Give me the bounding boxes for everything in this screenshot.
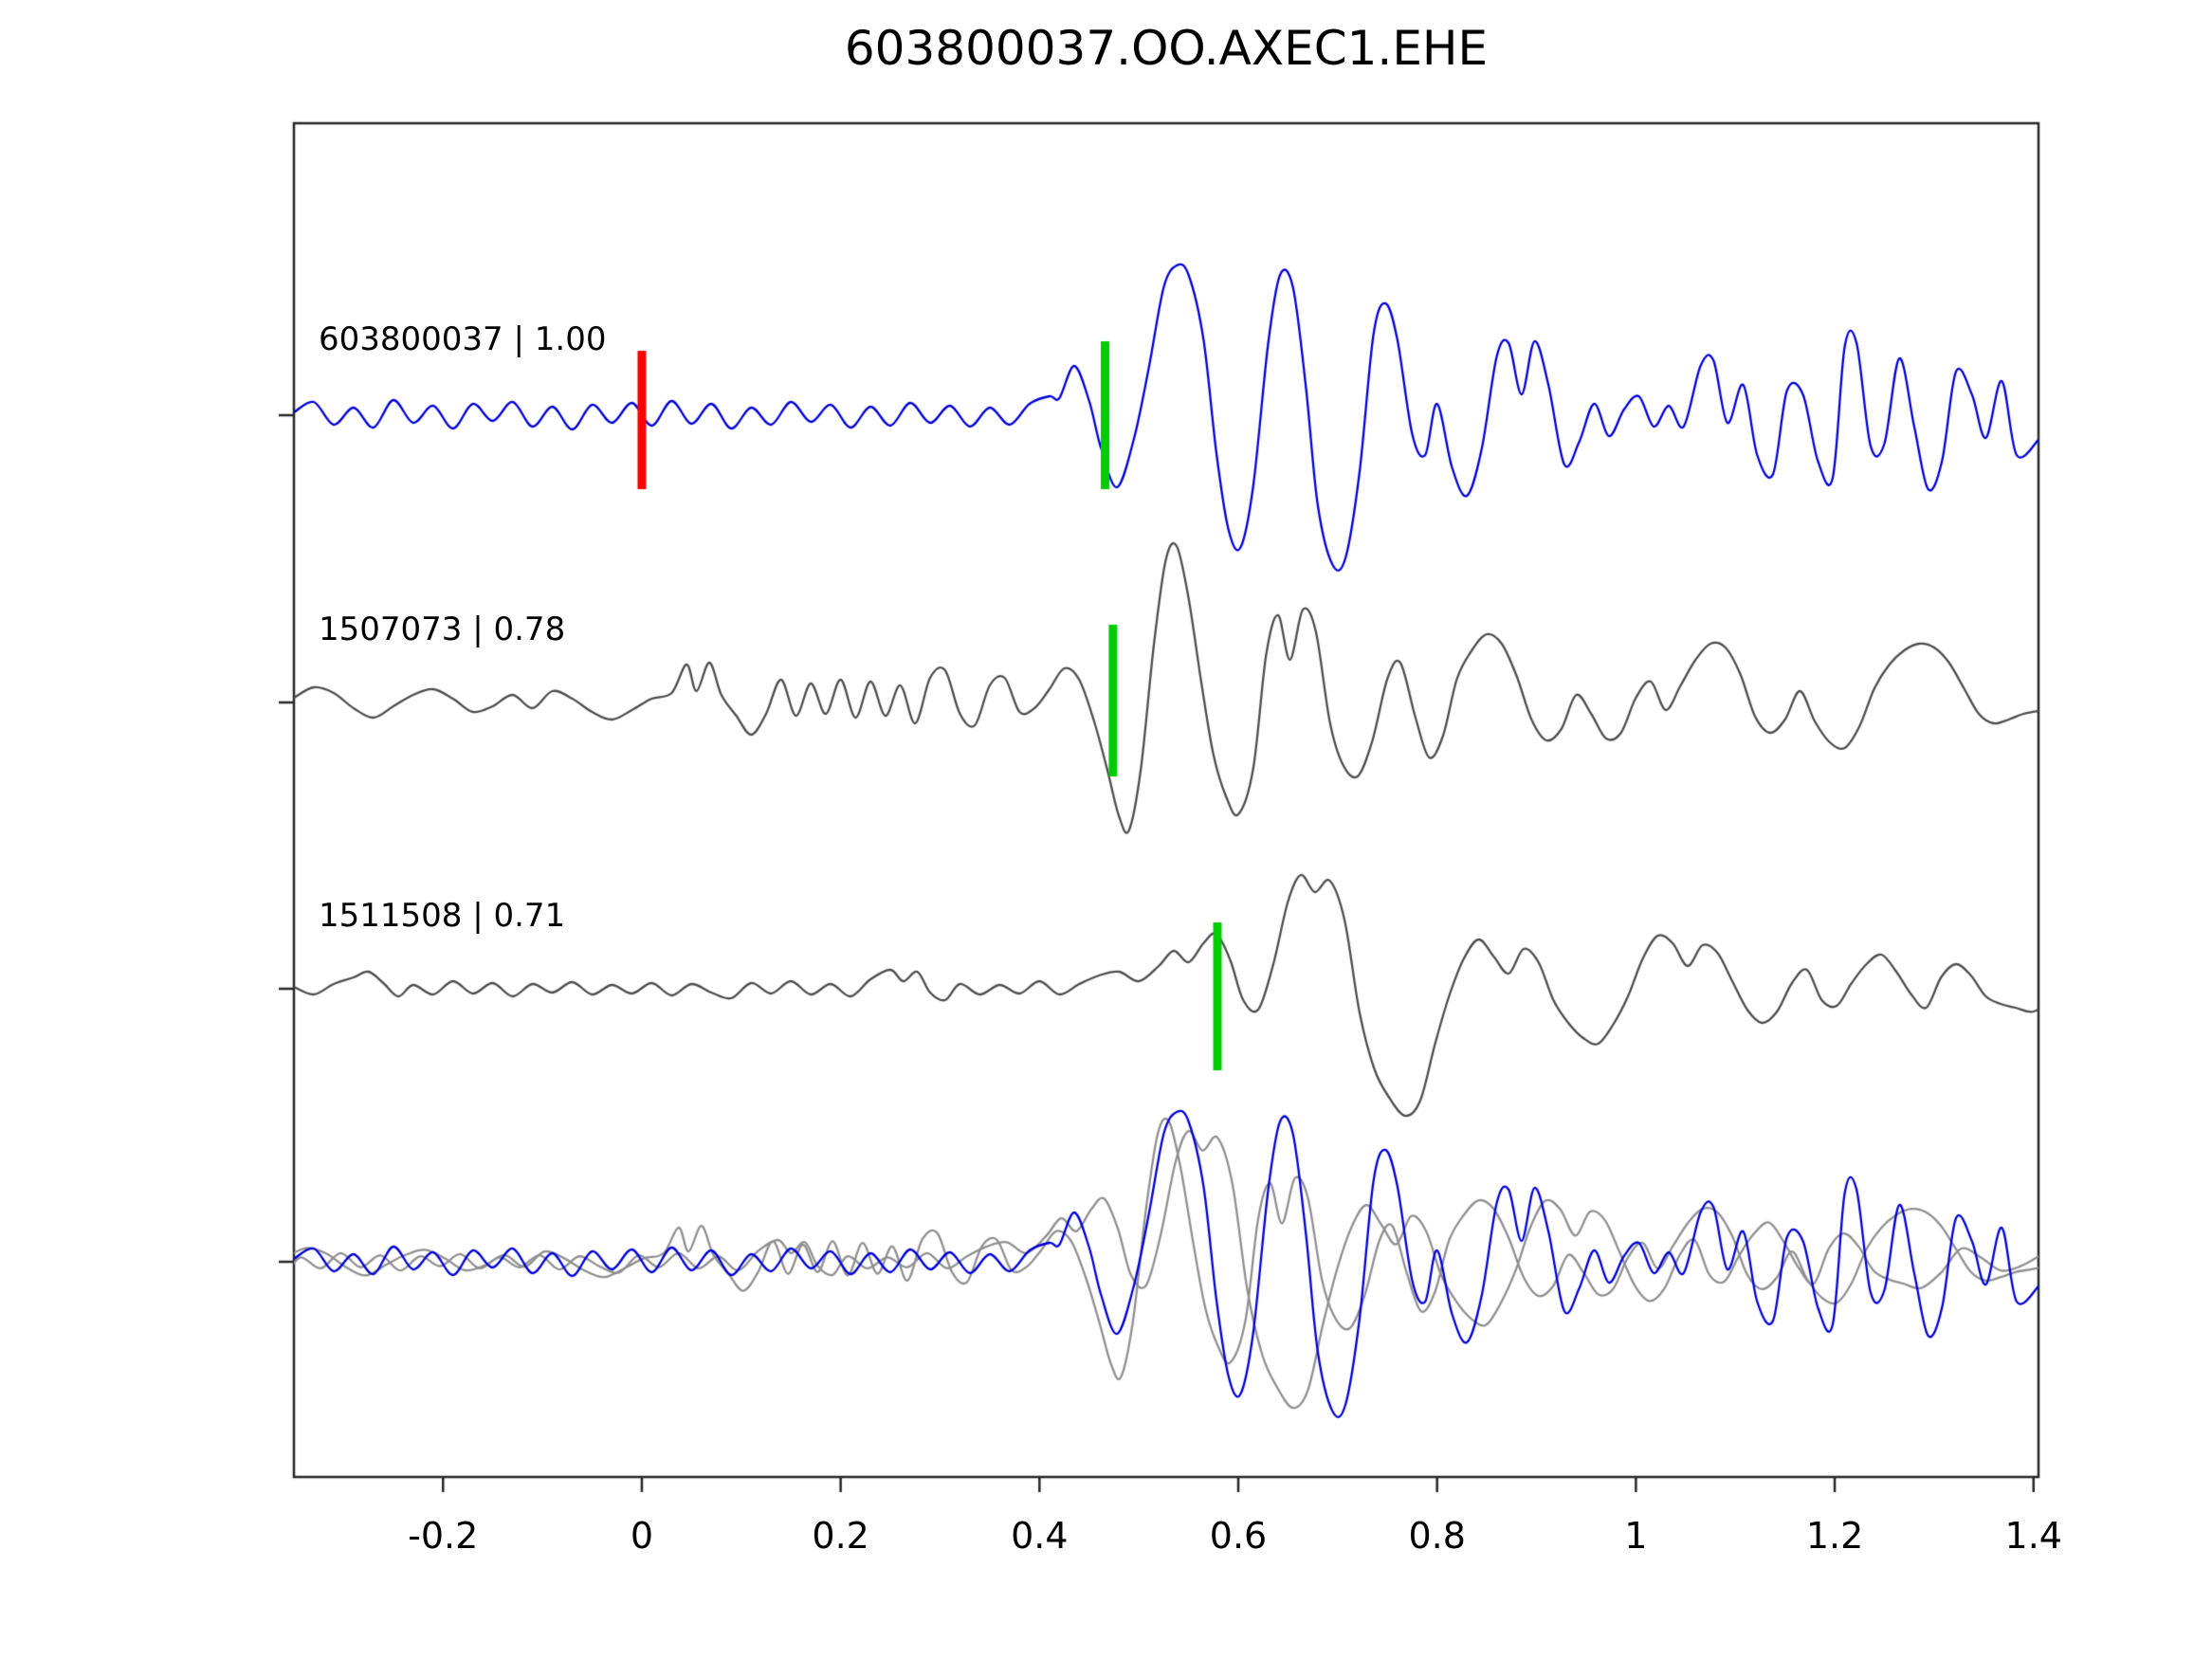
x-tick-label: 0.6 <box>1209 1515 1268 1557</box>
x-tick-label: 1.4 <box>2004 1515 2062 1557</box>
x-tick-label: 1 <box>1624 1515 1648 1557</box>
plot-title: 603800037.OO.AXEC1.EHE <box>844 21 1489 76</box>
x-tick-label: -0.2 <box>408 1515 479 1557</box>
x-tick-label: 0.4 <box>1011 1515 1069 1557</box>
trace-label-template: 603800037 | 1.00 <box>319 320 607 358</box>
x-tick-label: 1.2 <box>1805 1515 1864 1557</box>
x-tick-label: 0.8 <box>1408 1515 1466 1557</box>
x-tick-label: 0.2 <box>812 1515 869 1557</box>
trace-label-match-1: 1507073 | 0.78 <box>319 611 566 648</box>
x-tick-label: 0 <box>630 1515 654 1557</box>
trace-label-match-2: 1511508 | 0.71 <box>319 897 566 935</box>
